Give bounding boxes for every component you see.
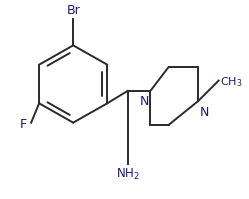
Text: N: N bbox=[140, 95, 149, 108]
Text: Br: Br bbox=[66, 4, 80, 17]
Text: F: F bbox=[19, 118, 27, 131]
Text: CH$_3$: CH$_3$ bbox=[220, 75, 242, 89]
Text: NH$_2$: NH$_2$ bbox=[116, 167, 140, 182]
Text: N: N bbox=[199, 106, 209, 119]
